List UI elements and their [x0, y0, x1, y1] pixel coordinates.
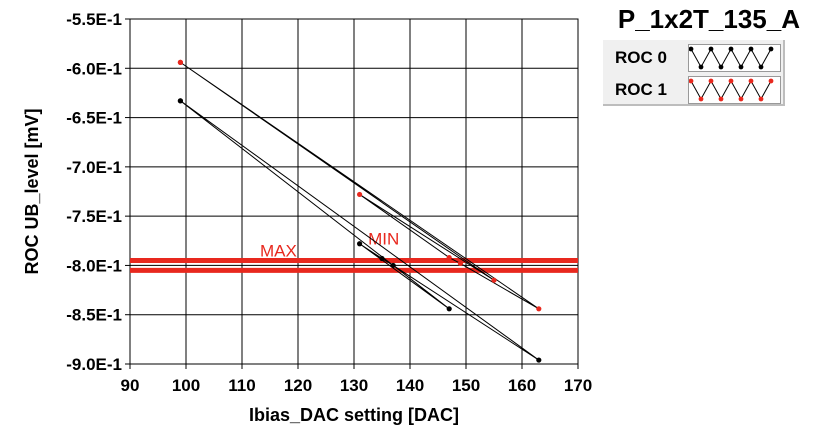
x-tick-label: 150	[452, 376, 480, 395]
data-point-roc0	[446, 306, 452, 312]
y-tick-label: -6.5E-1	[66, 109, 122, 128]
legend-marker	[728, 46, 734, 52]
x-tick-label: 90	[121, 376, 140, 395]
legend-marker	[738, 64, 744, 70]
legend-marker	[718, 64, 724, 70]
data-point-roc1	[446, 254, 452, 261]
y-tick-label: -5.5E-1	[66, 10, 122, 29]
data-point-roc1	[536, 306, 542, 312]
data-point-roc0	[536, 357, 542, 363]
limit-label-min: MIN	[368, 230, 399, 249]
data-point-roc0	[379, 255, 385, 262]
legend-swatch-roc1	[688, 78, 774, 102]
legend-marker	[698, 96, 704, 102]
x-tick-label: 110	[228, 376, 255, 395]
limit-label-max: MAX	[260, 242, 297, 261]
legend-marker	[768, 78, 774, 84]
legend-item-roc0[interactable]: ROC 0	[603, 42, 783, 72]
y-tick-label: -8.5E-1	[66, 306, 122, 325]
x-tick-label: 160	[508, 376, 536, 395]
legend-marker	[718, 96, 724, 102]
legend-swatch-roc0	[688, 46, 774, 70]
legend-marker	[728, 78, 734, 84]
legend-marker	[748, 78, 754, 84]
legend-marker	[748, 46, 754, 52]
legend-marker	[758, 96, 764, 102]
legend-marker	[758, 64, 764, 70]
data-point-roc0	[390, 262, 396, 269]
legend-label: ROC 0	[615, 48, 667, 67]
data-point-roc1	[357, 191, 363, 198]
plot-title: P_1x2T_135_A	[617, 4, 800, 34]
y-tick-label: -8.0E-1	[66, 256, 122, 275]
legend-marker	[738, 96, 744, 102]
y-axis-label: ROC UB_level [mV]	[22, 108, 42, 274]
data-point-roc1	[491, 277, 497, 283]
data-point-roc0	[357, 241, 363, 247]
legend-marker	[708, 46, 714, 52]
data-point-roc1	[457, 260, 463, 267]
legend: ROC 0 ROC 1	[603, 40, 783, 104]
legend-marker	[688, 78, 694, 84]
x-tick-label: 100	[172, 376, 200, 395]
legend-marker	[768, 46, 774, 52]
x-tick-label: 120	[284, 376, 312, 395]
legend-swatch	[688, 44, 781, 72]
x-axis-label: Ibias_DAC setting [DAC]	[249, 405, 459, 425]
y-tick-label: -6.0E-1	[66, 59, 122, 78]
x-tick-label: 130	[340, 376, 368, 395]
legend-item-roc1[interactable]: ROC 1	[603, 74, 783, 104]
legend-marker	[698, 64, 704, 70]
legend-marker	[708, 78, 714, 84]
y-tick-label: -7.5E-1	[66, 207, 122, 226]
legend-swatch	[688, 76, 781, 104]
data-point-roc1	[177, 59, 183, 65]
y-tick-label: -9.0E-1	[66, 355, 122, 374]
legend-label: ROC 1	[615, 80, 667, 99]
legend-marker	[688, 46, 694, 52]
y-tick-label: -7.0E-1	[66, 158, 122, 177]
x-tick-label: 170	[564, 376, 592, 395]
data-point-roc0	[177, 98, 183, 104]
x-tick-label: 140	[396, 376, 424, 395]
